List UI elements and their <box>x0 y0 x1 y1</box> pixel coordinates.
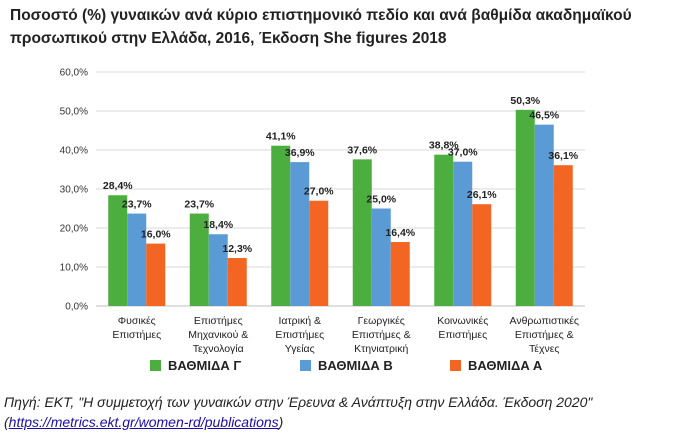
bar <box>290 162 310 306</box>
gridlines <box>96 71 585 307</box>
y-tick-label: 40,0% <box>60 146 88 157</box>
category-label: Γεωργικές <box>358 315 405 327</box>
legend: ΒΑΘΜΙΔΑ Γ ΒΑΘΜΙΔΑ Β ΒΑΘΜΙΔΑ Α <box>150 358 543 373</box>
legend-label: ΒΑΘΜΙΔΑ Γ <box>168 358 241 373</box>
data-label: 28,4% <box>103 180 133 192</box>
category-label: Μηχανικού & <box>188 329 248 341</box>
source-link-close: ) <box>278 414 284 430</box>
source-link[interactable]: https://metrics.ekt.gr/women-rd/publicat… <box>8 414 279 430</box>
y-axis-ticks: 0,0% 10,0% 20,0% 30,0% 40,0% 50,0% 60,0% <box>60 68 88 313</box>
bar <box>434 154 454 306</box>
bar <box>515 109 535 306</box>
category-label: Κοινωνικές <box>437 315 488 327</box>
category-label: Επιστήμες <box>112 329 161 341</box>
y-tick-label: 10,0% <box>60 263 88 274</box>
legend-label: ΒΑΘΜΙΔΑ Α <box>468 358 543 373</box>
category-label: Κτηνιατρική <box>354 343 408 355</box>
data-label: 41,1% <box>266 131 296 143</box>
category-label: Επιστήμες <box>438 329 487 341</box>
data-label: 37,6% <box>347 144 377 156</box>
data-label: 26,1% <box>467 189 497 201</box>
bar <box>309 200 329 306</box>
x-axis-categories: Φυσικές Επιστήμες Επιστήμες Μηχανικού & Τεχν… <box>112 315 579 355</box>
legend-swatch <box>300 360 311 371</box>
y-tick-label: 20,0% <box>60 224 88 235</box>
bar <box>227 258 247 306</box>
data-label: 46,5% <box>529 110 559 122</box>
y-tick-label: 0,0% <box>65 302 88 313</box>
chart-title: Ποσοστό (%) γυναικών ανά κύριο επιστημον… <box>10 7 632 47</box>
data-label: 37,0% <box>448 147 478 159</box>
bar <box>453 161 473 306</box>
bar <box>371 208 391 306</box>
category-label: Υγείας <box>285 343 315 355</box>
data-label: 25,0% <box>366 194 396 206</box>
bars <box>108 109 573 307</box>
bar <box>146 243 166 306</box>
data-label: 18,4% <box>203 219 233 231</box>
category-label: Επιστήμες & <box>515 329 574 341</box>
category-label: Τέχνες <box>529 343 559 355</box>
bar <box>472 204 492 306</box>
legend-label: ΒΑΘΜΙΔΑ Β <box>318 358 393 373</box>
legend-swatch <box>150 360 161 371</box>
y-tick-label: 60,0% <box>60 68 88 79</box>
bar <box>108 195 128 306</box>
bar <box>189 213 209 306</box>
legend-swatch <box>450 360 461 371</box>
category-label: Ιατρική & <box>279 315 321 327</box>
data-label: 23,7% <box>184 199 214 211</box>
source-text: Πηγή: ΕΚΤ, "Η συμμετοχή των γυναικών στη… <box>4 394 593 410</box>
source-note: Πηγή: ΕΚΤ, "Η συμμετοχή των γυναικών στη… <box>4 392 696 432</box>
data-label: 50,3% <box>510 95 540 107</box>
bar-chart: 0,0% 10,0% 20,0% 30,0% 40,0% 50,0% 60,0% 28,4%… <box>60 68 585 373</box>
data-label: 38,8% <box>429 140 459 152</box>
category-label: Ανθρωπιστικές <box>510 315 579 327</box>
bar <box>127 213 147 306</box>
source-link-line: (https://metrics.ekt.gr/women-rd/publica… <box>4 412 696 432</box>
data-label: 16,0% <box>141 229 171 241</box>
y-tick-label: 30,0% <box>60 185 88 196</box>
bar <box>352 159 372 306</box>
category-label: Τεχνολογία <box>193 343 244 355</box>
data-label: 12,3% <box>222 243 252 255</box>
source-link-open: ( <box>4 414 9 430</box>
category-label: Φυσικές <box>118 315 156 327</box>
category-label: Επιστήμες <box>194 315 243 327</box>
data-label: 16,4% <box>385 227 415 239</box>
bar <box>208 234 228 306</box>
bar <box>390 242 410 306</box>
bar <box>534 124 554 307</box>
data-labels: 28,4% 23,7% 16,0% 23,7% 18,4% 12,3% 41,1% 36,9%… <box>103 95 579 255</box>
data-label: 36,1% <box>548 150 578 162</box>
y-tick-label: 50,0% <box>60 107 88 118</box>
category-label: Επιστήμες & <box>352 329 411 341</box>
category-label: Επιστήμες <box>275 329 324 341</box>
bar <box>271 145 291 306</box>
data-label: 23,7% <box>122 199 152 211</box>
bar <box>553 165 573 306</box>
data-label: 27,0% <box>304 186 334 198</box>
data-label: 36,9% <box>285 147 315 159</box>
